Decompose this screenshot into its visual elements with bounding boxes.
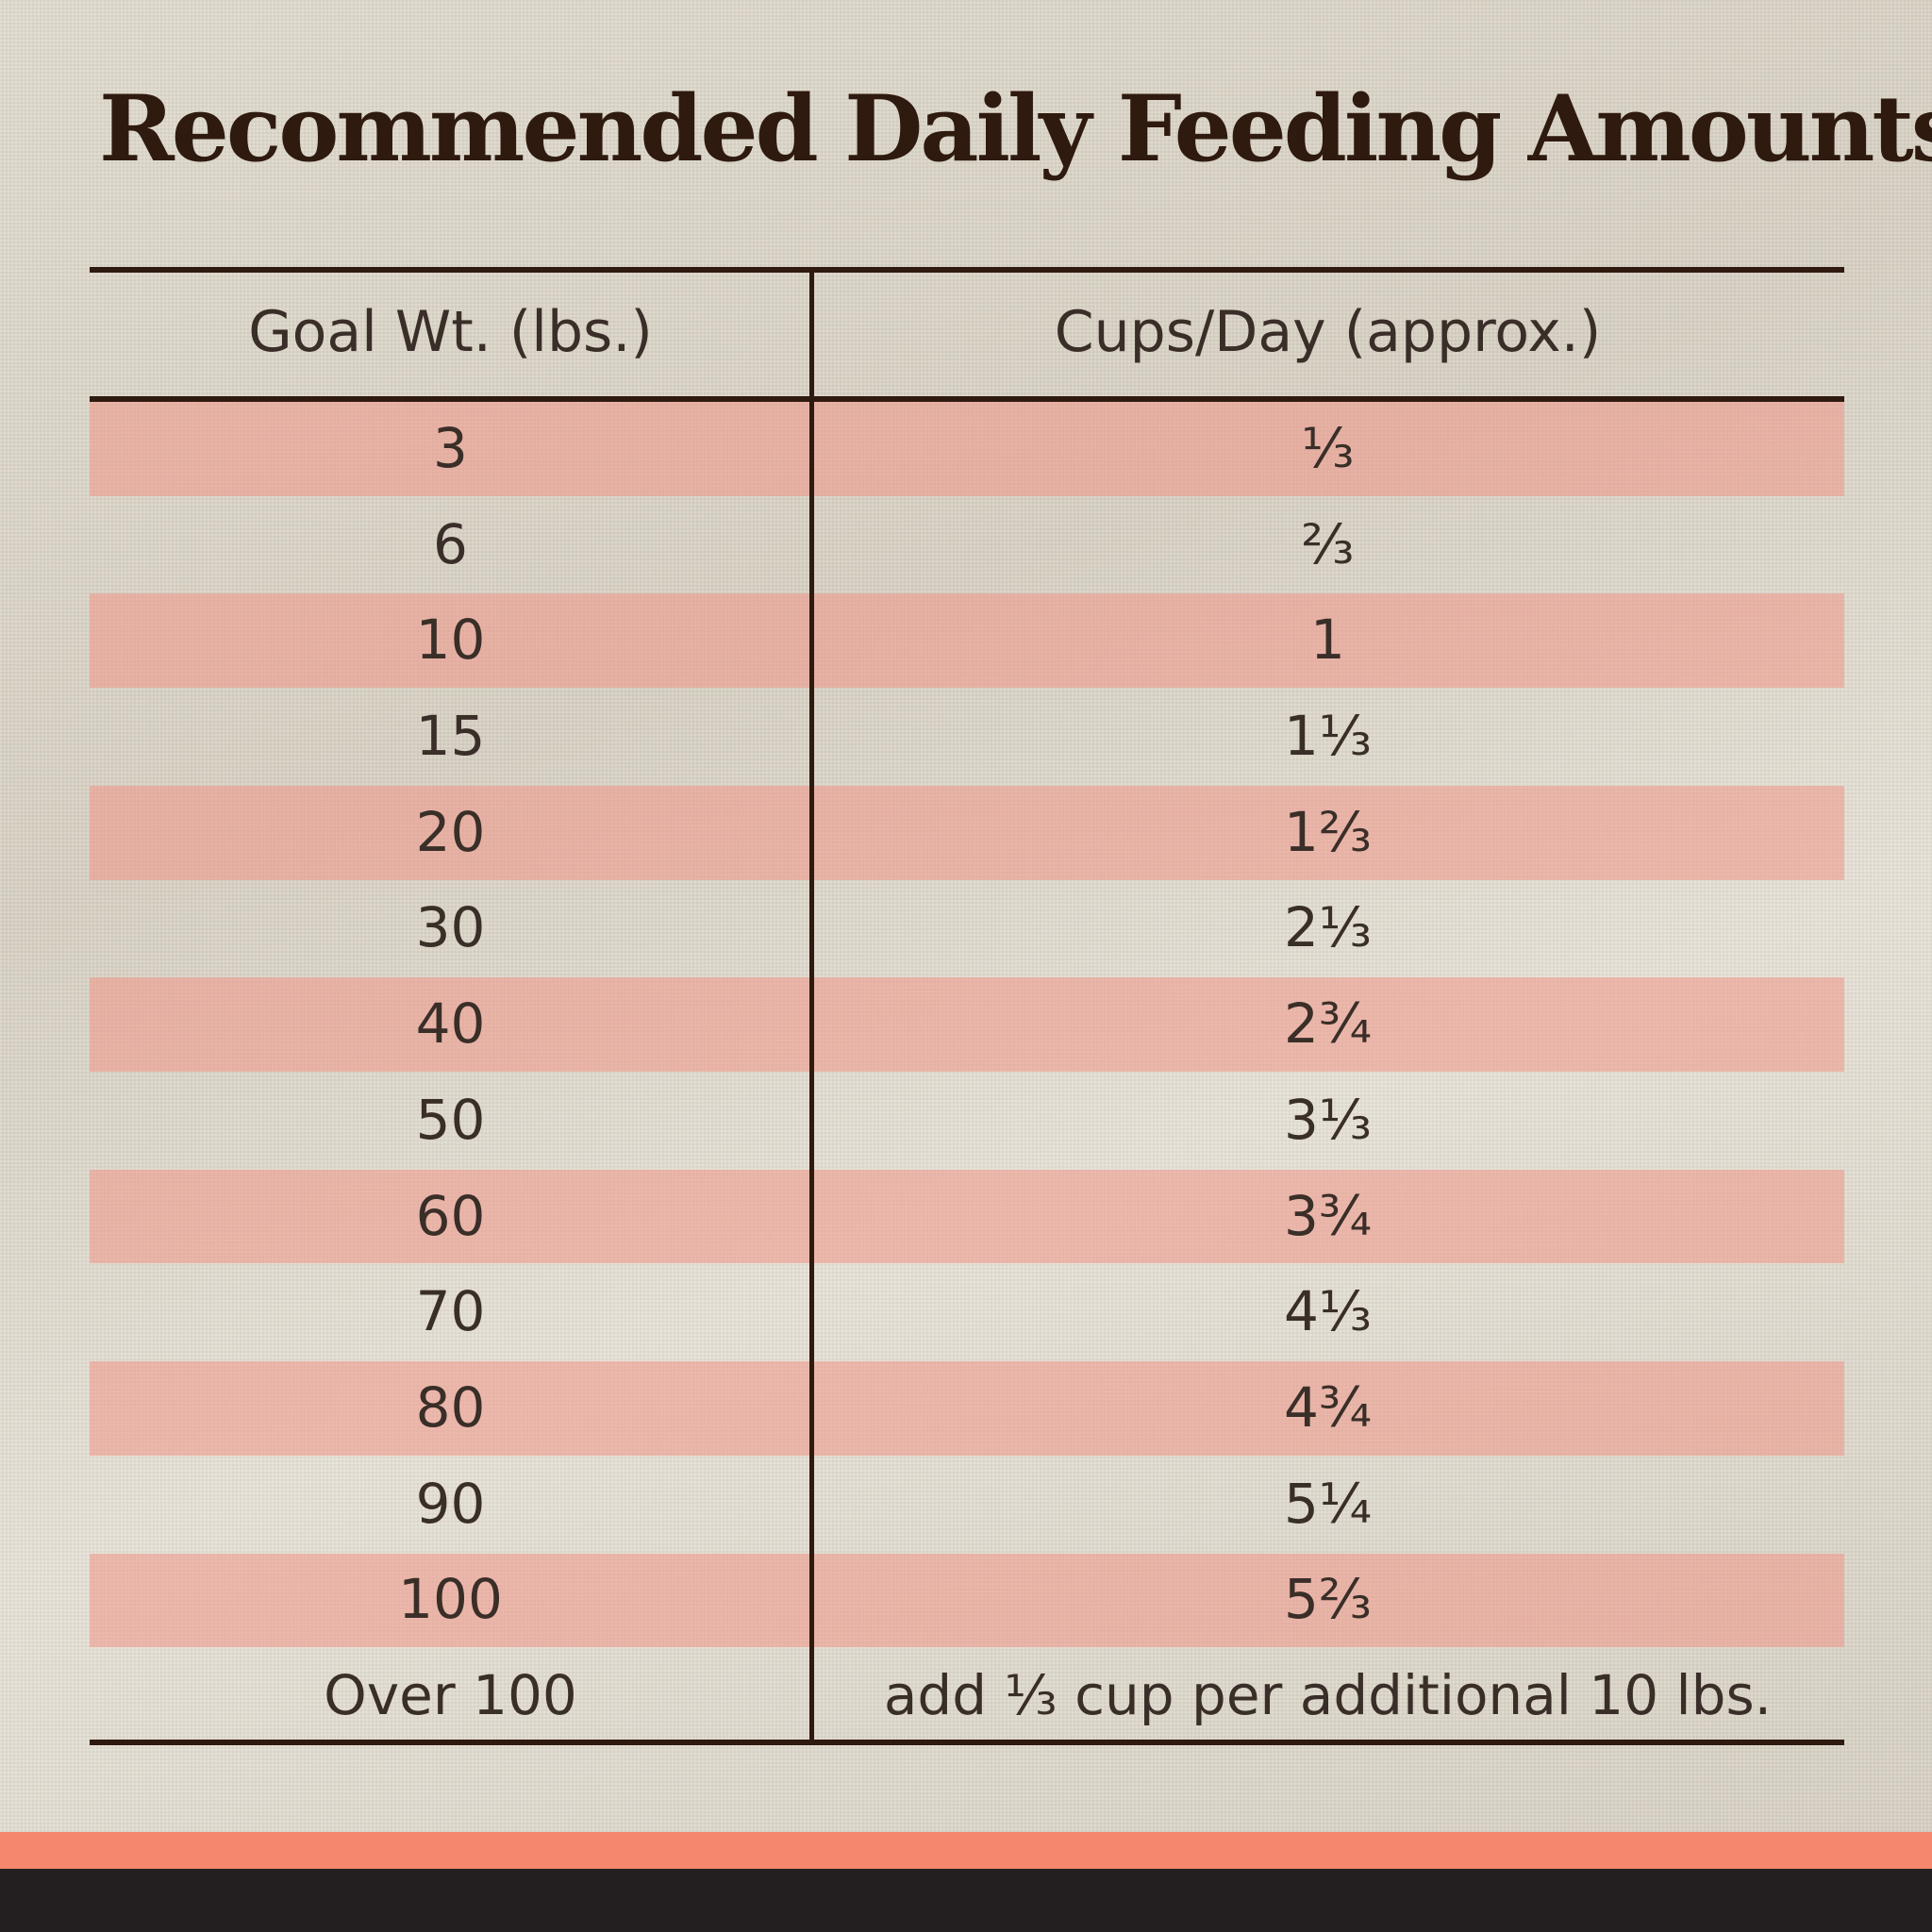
table-cell: 2⅓: [1283, 895, 1373, 960]
table-cell: 40: [415, 991, 486, 1057]
row-stripe: [90, 1169, 1844, 1264]
table-cell: 15: [415, 703, 486, 768]
rule-header: [90, 396, 1844, 402]
row-stripe: [90, 977, 1844, 1072]
table-cell: 5¼: [1283, 1471, 1373, 1536]
table-cell: ⅓: [1301, 415, 1355, 480]
table-cell: 10: [415, 608, 486, 673]
table-cell: 3: [433, 415, 468, 480]
table-cell: 1⅓: [1283, 703, 1373, 768]
table-cell: 6: [433, 511, 468, 576]
table-cell: 3¾: [1283, 1183, 1373, 1248]
table-cell: Over 100: [324, 1663, 577, 1728]
row-stripe: [90, 1361, 1844, 1456]
table-cell: 4¾: [1283, 1374, 1373, 1440]
table-cell: 100: [398, 1567, 503, 1632]
table-cell: 2¾: [1283, 991, 1373, 1057]
rule-top: [90, 267, 1844, 273]
row-stripe: [90, 593, 1844, 689]
table-cell: 90: [415, 1471, 486, 1536]
accent-band: [0, 1832, 1932, 1869]
table-cell: 4⅓: [1283, 1279, 1373, 1344]
table-cell: 50: [415, 1087, 486, 1152]
table-cell: 5⅔: [1283, 1567, 1373, 1632]
table-cell: 20: [415, 799, 486, 864]
table-cell: 30: [415, 895, 486, 960]
row-stripe: [90, 402, 1844, 496]
table-cell: 3⅓: [1283, 1087, 1373, 1152]
column-header: Cups/Day (approx.): [1054, 298, 1602, 365]
table-cell: 70: [415, 1279, 486, 1344]
table-cell: add ⅓ cup per additional 10 lbs.: [883, 1663, 1773, 1728]
rule-bottom: [90, 1740, 1844, 1745]
table-cell: 60: [415, 1183, 486, 1248]
footer-band: [0, 1869, 1932, 1932]
row-stripe: [90, 785, 1844, 880]
table-cell: 1⅔: [1283, 799, 1373, 864]
title: Recommended Daily Feeding Amounts:: [99, 75, 1932, 182]
table-cell: 80: [415, 1374, 486, 1440]
column-divider: [809, 267, 814, 1742]
table-cell: ⅔: [1301, 511, 1355, 576]
row-stripe: [90, 1553, 1844, 1648]
column-header: Goal Wt. (lbs.): [248, 298, 653, 365]
table-cell: 1: [1310, 608, 1345, 673]
